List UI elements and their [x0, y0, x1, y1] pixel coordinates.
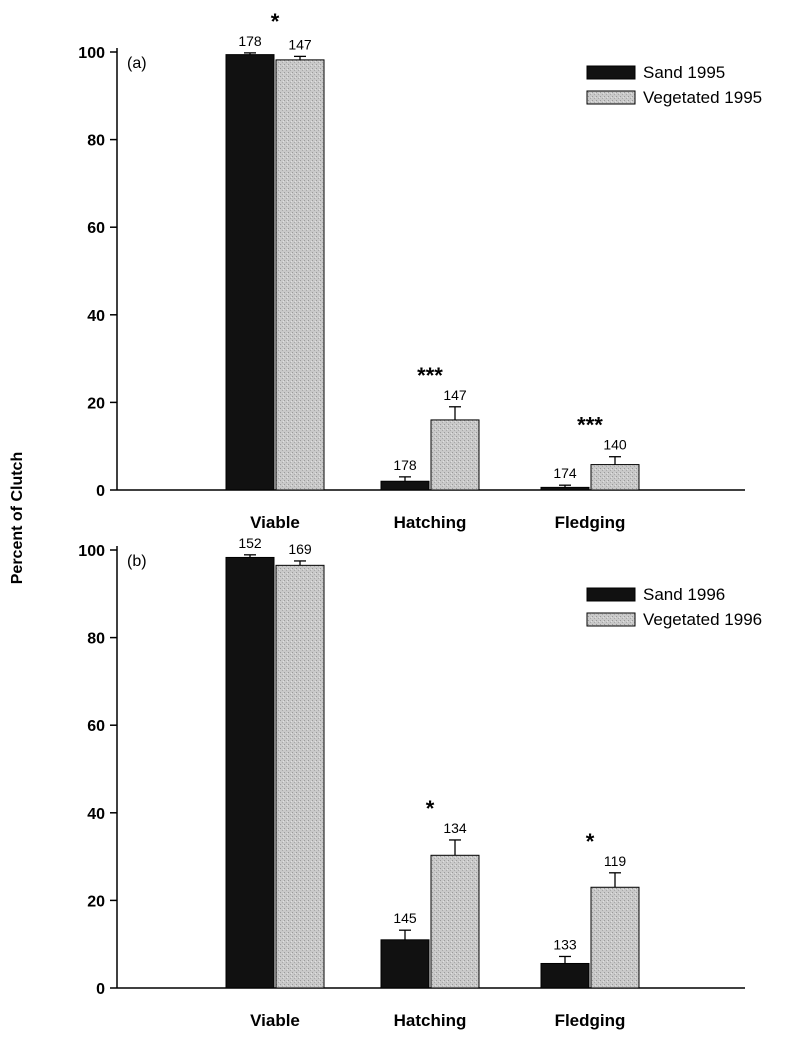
sample-size-label: 169 — [288, 541, 312, 557]
sample-size-label: 147 — [288, 36, 312, 52]
significance-marker: * — [426, 796, 435, 821]
vegetated-bar-hatching — [430, 854, 480, 989]
y-tick-label: 80 — [87, 631, 105, 648]
y-tick-label: 0 — [96, 483, 105, 500]
y-tick-label: 100 — [78, 45, 105, 62]
sand-bar-fledging — [540, 962, 590, 989]
vegetated-bar-fledging — [590, 886, 640, 989]
y-tick-label: 80 — [87, 133, 105, 150]
sand-bar-viable — [225, 556, 275, 989]
legend-swatch-vegetated — [586, 90, 636, 105]
significance-marker: * — [586, 829, 595, 854]
sand-bar-fledging — [540, 486, 590, 491]
legend-label-sand: Sand 1996 — [643, 585, 725, 604]
legend-swatch-vegetated — [586, 612, 636, 627]
sample-size-label: 178 — [393, 457, 417, 473]
category-label-viable: Viable — [250, 513, 300, 532]
legend-swatch-sand — [586, 587, 636, 602]
vegetated-bar-hatching — [430, 419, 480, 491]
sample-size-label: 178 — [238, 33, 262, 49]
sand-bar-viable — [225, 54, 275, 491]
sand-bar-hatching — [380, 480, 430, 491]
y-tick-label: 0 — [96, 981, 105, 998]
vegetated-bar-fledging — [590, 464, 640, 491]
panel-label: (a) — [127, 55, 147, 72]
legend-swatch-sand — [586, 65, 636, 80]
y-tick-label: 60 — [87, 718, 105, 735]
legend-label-vegetated: Vegetated 1996 — [643, 610, 762, 629]
y-tick-label: 100 — [78, 543, 105, 560]
chart-panel-b: 0 20 40 60 80 100 (b) 152 169 Viable 145 134 * Hatchi… — [78, 535, 762, 1030]
sample-size-label: 145 — [393, 910, 417, 926]
y-axis-label: Percent of Clutch — [9, 452, 26, 584]
sample-size-label: 133 — [553, 936, 577, 952]
panel-label: (b) — [127, 553, 147, 570]
y-tick-label: 40 — [87, 806, 105, 823]
sample-size-label: 152 — [238, 535, 262, 551]
category-label-hatching: Hatching — [394, 1011, 467, 1030]
vegetated-bar-viable — [275, 59, 325, 491]
category-label-fledging: Fledging — [555, 1011, 626, 1030]
significance-marker: * — [271, 9, 280, 34]
sample-size-label: 140 — [603, 437, 627, 453]
legend-label-vegetated: Vegetated 1995 — [643, 88, 762, 107]
sample-size-label: 147 — [443, 387, 467, 403]
legend-label-sand: Sand 1995 — [643, 63, 725, 82]
vegetated-bar-viable — [275, 564, 325, 989]
sample-size-label: 174 — [553, 465, 577, 481]
y-tick-label: 60 — [87, 220, 105, 237]
y-tick-label: 20 — [87, 893, 105, 910]
y-tick-label: 40 — [87, 308, 105, 325]
category-label-viable: Viable — [250, 1011, 300, 1030]
category-label-hatching: Hatching — [394, 513, 467, 532]
significance-marker: *** — [577, 413, 603, 438]
sample-size-label: 134 — [443, 820, 467, 836]
significance-marker: *** — [417, 363, 443, 388]
sand-bar-hatching — [380, 939, 430, 989]
y-tick-label: 20 — [87, 395, 105, 412]
sample-size-label: 119 — [604, 853, 627, 869]
category-label-fledging: Fledging — [555, 513, 626, 532]
